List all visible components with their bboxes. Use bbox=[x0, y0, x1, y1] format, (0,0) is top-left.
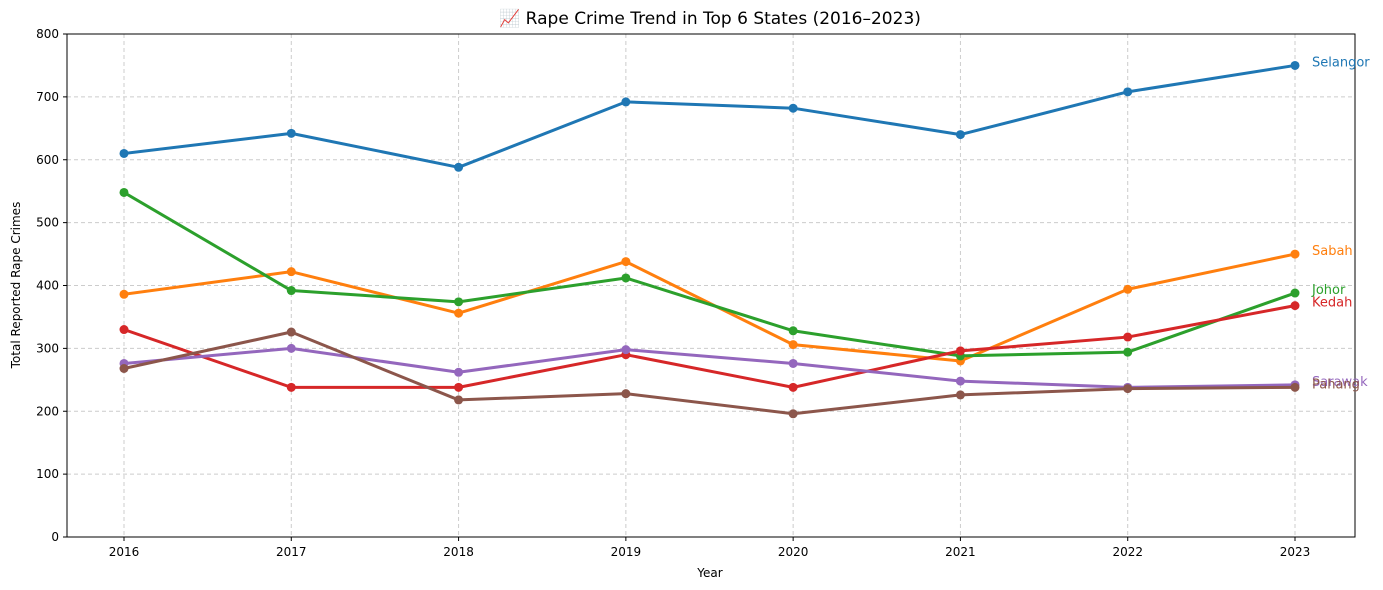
series-line-sarawak bbox=[123, 346, 1296, 389]
y-axis-ticks: 0 100 200 300 400 500 600 700 800 bbox=[36, 27, 67, 544]
data-point-pahang bbox=[955, 390, 965, 400]
y-tick-label: 600 bbox=[36, 153, 59, 167]
y-tick-label: 800 bbox=[36, 27, 59, 41]
series-line-johor bbox=[123, 191, 1296, 358]
series-lines bbox=[119, 60, 1300, 419]
x-tick-label: 2016 bbox=[109, 545, 140, 559]
data-point-selangor bbox=[286, 128, 296, 138]
x-tick-label: 2021 bbox=[945, 545, 976, 559]
x-axis-label: Year bbox=[696, 566, 722, 580]
data-point-johor bbox=[788, 326, 798, 336]
x-tick-label: 2023 bbox=[1280, 545, 1311, 559]
data-point-selangor bbox=[1290, 60, 1300, 70]
series-line-pahang bbox=[123, 330, 1296, 416]
series-line-selangor bbox=[123, 63, 1296, 169]
data-point-kedah bbox=[955, 346, 965, 356]
data-point-pahang bbox=[286, 327, 296, 337]
series-kedah bbox=[119, 301, 1300, 392]
x-tick-label: 2022 bbox=[1112, 545, 1143, 559]
data-point-johor bbox=[119, 187, 129, 197]
y-tick-label: 700 bbox=[36, 90, 59, 104]
data-point-sabah bbox=[1290, 249, 1300, 259]
y-tick-label: 200 bbox=[36, 404, 59, 418]
data-point-sarawak bbox=[454, 367, 464, 377]
data-point-kedah bbox=[286, 382, 296, 392]
x-tick-label: 2020 bbox=[778, 545, 809, 559]
series-label-kedah: Kedah bbox=[1312, 296, 1352, 311]
data-point-pahang bbox=[621, 389, 631, 399]
series-label-sabah: Sabah bbox=[1312, 244, 1353, 259]
data-point-sarawak bbox=[955, 376, 965, 386]
data-point-johor bbox=[286, 286, 296, 296]
data-point-pahang bbox=[119, 363, 129, 373]
data-point-selangor bbox=[454, 162, 464, 172]
data-point-sarawak bbox=[286, 343, 296, 353]
series-line-sabah bbox=[123, 252, 1296, 363]
data-point-sabah bbox=[1123, 284, 1133, 294]
data-point-johor bbox=[1123, 347, 1133, 357]
data-point-pahang bbox=[1290, 382, 1300, 392]
y-tick-label: 100 bbox=[36, 467, 59, 481]
data-point-selangor bbox=[119, 148, 129, 158]
data-point-pahang bbox=[1123, 384, 1133, 394]
series-pahang bbox=[119, 327, 1300, 419]
series-selangor bbox=[119, 60, 1300, 172]
series-line-kedah bbox=[123, 304, 1296, 389]
data-point-sabah bbox=[788, 340, 798, 350]
series-label-selangor: Selangor bbox=[1312, 55, 1370, 70]
data-point-pahang bbox=[454, 395, 464, 405]
data-point-kedah bbox=[119, 325, 129, 335]
data-point-johor bbox=[1290, 288, 1300, 298]
x-tick-label: 2019 bbox=[611, 545, 642, 559]
data-point-kedah bbox=[1123, 332, 1133, 342]
data-point-kedah bbox=[454, 382, 464, 392]
data-point-sarawak bbox=[621, 345, 631, 355]
chart-title: 📈 Rape Crime Trend in Top 6 States (2016… bbox=[499, 8, 921, 29]
data-point-sabah bbox=[119, 289, 129, 299]
series-label-pahang: Pahang bbox=[1312, 377, 1360, 392]
y-tick-label: 500 bbox=[36, 216, 59, 230]
data-point-sarawak bbox=[788, 358, 798, 368]
y-tick-label: 0 bbox=[51, 530, 59, 544]
data-point-sabah bbox=[286, 267, 296, 277]
data-point-kedah bbox=[1290, 301, 1300, 311]
data-point-sabah bbox=[454, 308, 464, 318]
data-point-johor bbox=[454, 297, 464, 307]
series-label-johor: Johor bbox=[1311, 283, 1346, 298]
y-tick-label: 300 bbox=[36, 341, 59, 355]
data-point-johor bbox=[621, 273, 631, 283]
data-point-selangor bbox=[955, 130, 965, 140]
data-point-selangor bbox=[621, 97, 631, 107]
x-tick-label: 2018 bbox=[443, 545, 474, 559]
data-point-pahang bbox=[788, 409, 798, 419]
x-tick-label: 2017 bbox=[276, 545, 307, 559]
data-point-selangor bbox=[788, 103, 798, 113]
series-label-sarawak: Sarawak bbox=[1312, 375, 1368, 390]
data-point-sabah bbox=[621, 257, 631, 267]
data-point-kedah bbox=[788, 382, 798, 392]
data-point-selangor bbox=[1123, 87, 1133, 97]
x-axis-ticks: 2016 2017 2018 2019 2020 2021 2022 2023 bbox=[109, 537, 1311, 559]
y-tick-label: 400 bbox=[36, 279, 59, 293]
y-axis-label: Total Reported Rape Crimes bbox=[9, 202, 23, 370]
grid bbox=[67, 34, 1355, 537]
